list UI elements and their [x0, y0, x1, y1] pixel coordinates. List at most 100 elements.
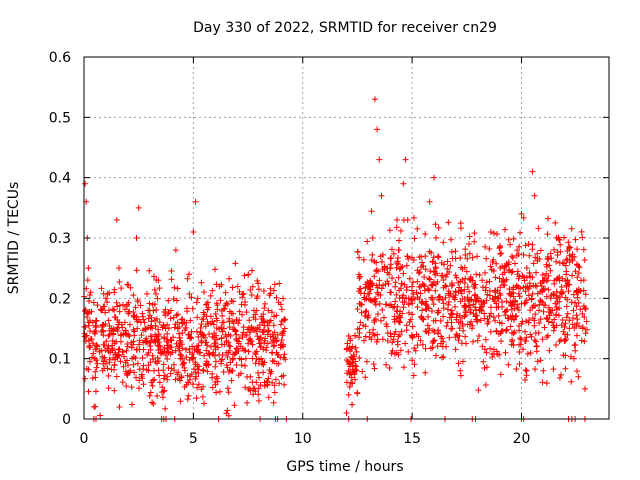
data-point [575, 373, 582, 380]
data-point [394, 341, 401, 348]
data-point [276, 280, 283, 287]
data-point [116, 308, 123, 315]
data-point [410, 257, 417, 264]
data-point [212, 332, 219, 339]
data-point [543, 293, 550, 300]
data-point [197, 349, 204, 356]
data-point [189, 355, 196, 362]
data-point [249, 267, 256, 274]
data-point [464, 284, 471, 291]
data-point [254, 324, 261, 331]
data-point [84, 277, 91, 284]
data-point [387, 261, 394, 268]
data-point [512, 297, 519, 304]
data-point [356, 325, 363, 332]
data-point [417, 290, 424, 297]
data-point [170, 361, 177, 368]
data-point [550, 327, 557, 334]
data-point [562, 365, 569, 372]
data-point [416, 254, 423, 261]
data-point [439, 335, 446, 342]
data-point [565, 243, 572, 250]
data-point [581, 338, 588, 345]
data-point [155, 326, 162, 333]
data-point [378, 285, 385, 292]
data-point [167, 370, 174, 377]
data-point [546, 262, 553, 269]
data-point [179, 330, 186, 337]
data-point [144, 351, 151, 358]
data-point [234, 337, 241, 344]
data-point [124, 370, 131, 377]
data-point [452, 289, 459, 296]
data-point [134, 298, 141, 305]
data-point [507, 241, 514, 248]
data-point [222, 331, 229, 338]
data-point [228, 377, 235, 384]
data-point [466, 288, 473, 295]
data-point [351, 376, 358, 383]
data-point [404, 216, 411, 223]
data-point [417, 283, 424, 290]
data-point [368, 208, 375, 215]
data-point [270, 399, 277, 406]
data-point [269, 379, 276, 386]
data-point [94, 343, 101, 350]
data-point [229, 367, 236, 374]
x-tick-label: 15 [403, 431, 421, 447]
data-point [236, 288, 243, 295]
data-point [362, 323, 369, 330]
data-point [190, 354, 197, 361]
data-point [479, 284, 486, 291]
data-point [571, 299, 578, 306]
data-point [489, 351, 496, 358]
data-point [476, 333, 483, 340]
data-point [91, 329, 98, 336]
data-point [435, 294, 442, 301]
data-point [181, 364, 188, 371]
data-point [192, 359, 199, 366]
data-point [393, 224, 400, 231]
data-point [461, 296, 468, 303]
data-point [422, 231, 429, 238]
data-point [518, 336, 525, 343]
data-point [503, 298, 510, 305]
data-point [395, 318, 402, 325]
data-point [543, 314, 550, 321]
data-point [262, 335, 269, 342]
data-point [88, 354, 95, 361]
data-point [180, 360, 187, 367]
data-point [109, 337, 116, 344]
data-point [137, 302, 144, 309]
data-point [494, 231, 501, 238]
data-point [256, 397, 262, 404]
data-point [113, 373, 120, 380]
data-point [419, 341, 426, 348]
data-point [448, 319, 455, 326]
data-point [457, 372, 464, 379]
data-point [371, 96, 378, 103]
data-point [552, 219, 559, 226]
data-point [134, 325, 141, 332]
data-point [123, 347, 130, 354]
data-point [503, 327, 510, 334]
data-point [501, 269, 508, 276]
data-point [194, 295, 201, 302]
data-point [566, 281, 573, 288]
data-point [440, 305, 447, 312]
data-point [93, 357, 100, 364]
data-point [271, 342, 278, 349]
data-point [213, 373, 220, 380]
data-point [257, 344, 264, 351]
data-point [227, 343, 234, 350]
data-point [357, 301, 364, 308]
data-point [505, 267, 512, 274]
data-point [547, 267, 554, 274]
data-point [237, 370, 244, 377]
data-point [446, 314, 453, 321]
data-point [459, 358, 466, 365]
data-point [384, 269, 391, 276]
data-point [361, 290, 368, 297]
data-point [574, 320, 581, 327]
data-point [560, 328, 567, 335]
